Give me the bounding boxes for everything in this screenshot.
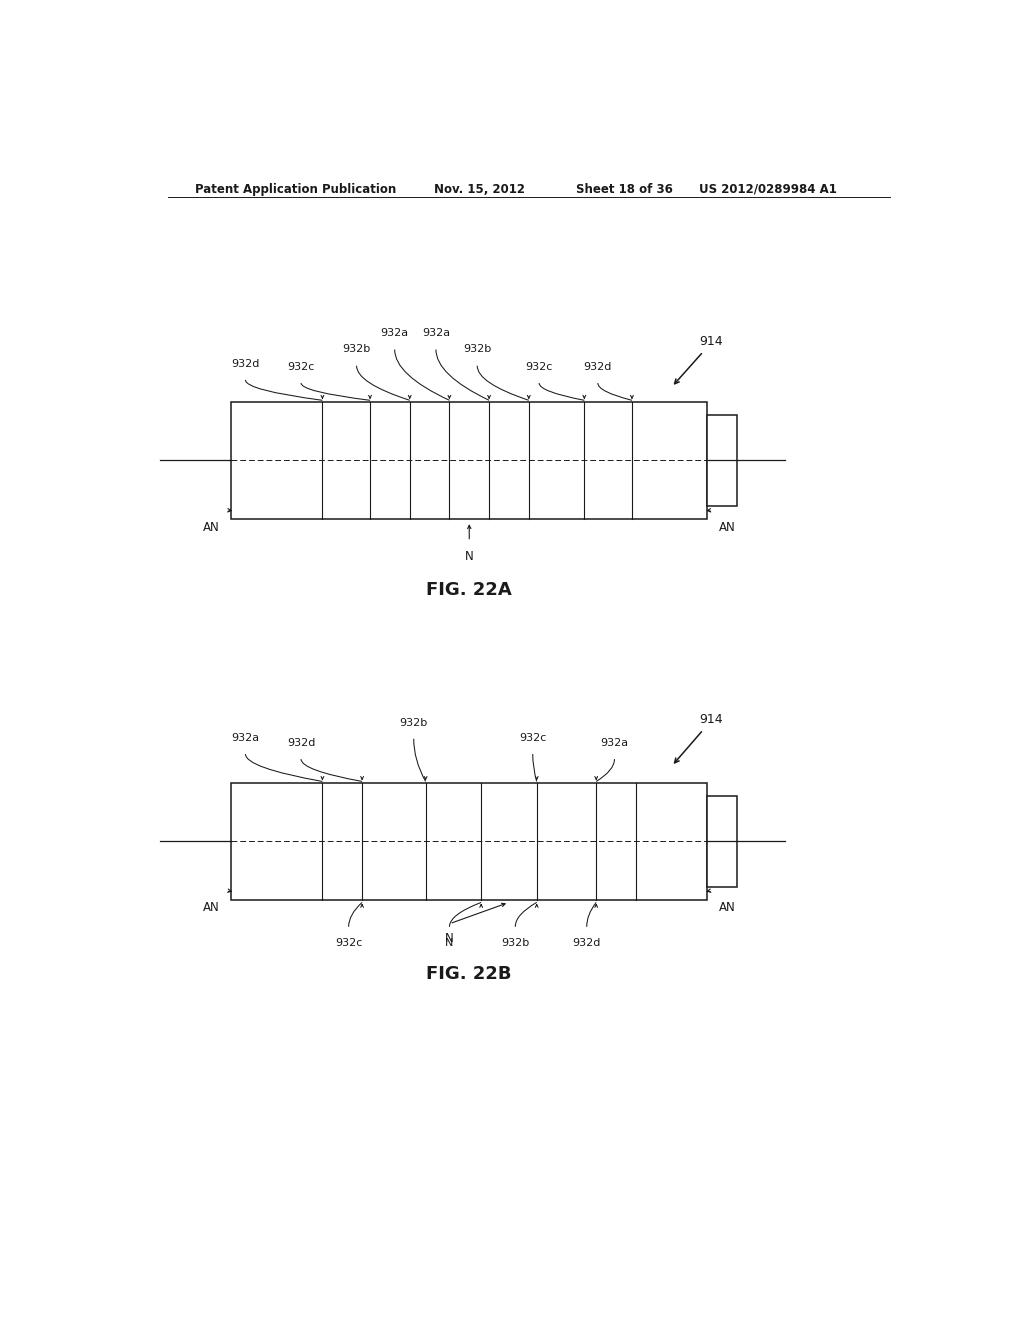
Bar — [231, 403, 708, 519]
Text: 932c: 932c — [288, 362, 314, 372]
Text: 932d: 932d — [572, 939, 601, 948]
Text: 932d: 932d — [231, 359, 260, 368]
Text: 932a: 932a — [600, 738, 629, 748]
Text: AN: AN — [719, 902, 735, 913]
Text: N: N — [445, 939, 454, 948]
Text: 932b: 932b — [463, 345, 492, 355]
Bar — [708, 796, 737, 887]
Text: FIG. 22B: FIG. 22B — [427, 965, 512, 982]
Text: FIG. 22A: FIG. 22A — [426, 581, 512, 599]
Text: 932c: 932c — [525, 362, 553, 372]
Text: 932b: 932b — [501, 939, 529, 948]
Text: AN: AN — [203, 902, 220, 913]
Text: N: N — [465, 550, 474, 564]
Text: 932b: 932b — [342, 345, 371, 355]
Text: AN: AN — [203, 521, 220, 533]
Text: Nov. 15, 2012: Nov. 15, 2012 — [433, 183, 524, 195]
Text: Patent Application Publication: Patent Application Publication — [196, 183, 396, 195]
Text: N: N — [445, 932, 454, 945]
Text: 932b: 932b — [399, 718, 428, 727]
Bar — [708, 414, 737, 506]
Text: 932a: 932a — [422, 329, 450, 338]
Text: 932a: 932a — [381, 329, 409, 338]
Text: 932a: 932a — [231, 733, 259, 743]
Bar — [231, 784, 708, 900]
Text: 914: 914 — [699, 713, 723, 726]
Text: Sheet 18 of 36: Sheet 18 of 36 — [577, 183, 673, 195]
Text: 914: 914 — [699, 335, 723, 348]
Text: AN: AN — [719, 521, 735, 533]
Text: 932d: 932d — [584, 362, 612, 372]
Text: 932d: 932d — [287, 738, 315, 748]
Text: US 2012/0289984 A1: US 2012/0289984 A1 — [699, 183, 838, 195]
Text: 932c: 932c — [519, 733, 547, 743]
Text: 932c: 932c — [335, 939, 362, 948]
